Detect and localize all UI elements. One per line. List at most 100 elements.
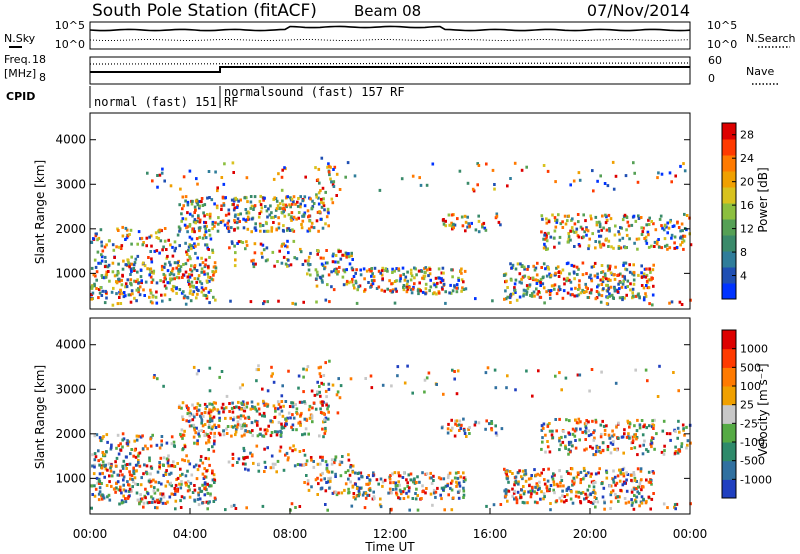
velocity-echo-cell	[247, 415, 250, 419]
velocity-echo-cell	[201, 424, 205, 428]
velocity-echo-cell	[279, 429, 282, 433]
velocity-echo-cell	[271, 462, 275, 466]
power-echo-cell	[466, 181, 470, 185]
power-echo-cell	[91, 291, 95, 295]
power-echo-cell	[330, 197, 334, 201]
velocity-echo-cell	[312, 460, 315, 463]
power-echo-cell	[227, 212, 231, 216]
power-echo-cell	[259, 194, 262, 198]
power-echo-cell	[184, 262, 188, 266]
velocity-echo-cell	[316, 493, 319, 496]
velocity-echo-cell	[529, 495, 533, 499]
velocity-echo-cell	[195, 412, 199, 416]
velocity-echo-cell	[98, 480, 102, 484]
power-echo-cell	[155, 290, 158, 294]
power-echo-cell	[107, 270, 110, 273]
velocity-echo-cell	[180, 428, 184, 432]
power-echo-cell	[545, 217, 548, 221]
power-echo-cell	[344, 175, 347, 179]
velocity-echo-cell	[425, 376, 429, 380]
power-echo-cell	[572, 270, 576, 274]
power-echo-cell	[665, 243, 669, 247]
velocity-echo-cell	[204, 433, 208, 437]
power-echo-cell	[176, 261, 179, 265]
colorbar-tick-label: 100	[740, 380, 761, 393]
velocity-echo-cell	[277, 420, 281, 424]
velocity-echo-cell	[573, 429, 577, 433]
velocity-echo-cell	[569, 497, 573, 501]
velocity-echo-cell	[650, 482, 653, 486]
velocity-echo-cell	[542, 497, 545, 501]
power-echo-cell	[265, 222, 268, 226]
velocity-echo-cell	[540, 428, 544, 432]
power-echo-cell	[670, 180, 673, 184]
velocity-echo-cell	[319, 462, 322, 466]
velocity-echo-cell	[257, 407, 261, 411]
power-echo-cell	[555, 292, 559, 296]
power-echo-cell	[682, 247, 685, 251]
velocity-echo-cell	[391, 472, 394, 476]
velocity-echo-cell	[124, 489, 128, 493]
velocity-echo-cell	[180, 406, 183, 410]
velocity-echo-cell	[623, 497, 627, 500]
power-echo-cell	[573, 222, 577, 226]
power-echo-cell	[233, 264, 237, 268]
power-echo-cell	[236, 226, 240, 230]
velocity-echo-cell	[102, 452, 106, 456]
power-echo-cell	[138, 285, 142, 289]
power-echo-cell	[338, 265, 341, 269]
power-echo-cell	[129, 300, 133, 304]
power-echo-cell	[585, 233, 588, 237]
power-echo-cell	[326, 283, 329, 287]
velocity-echo-cell	[186, 469, 189, 473]
velocity-echo-cell	[499, 503, 503, 506]
velocity-echo-cell	[634, 433, 637, 437]
power-echo-cell	[195, 177, 198, 181]
velocity-echo-cell	[589, 433, 593, 437]
power-echo-cell	[367, 281, 370, 284]
velocity-colorbar-label: Velocity [m s⁻¹]	[756, 363, 770, 456]
velocity-echo-cell	[647, 480, 651, 484]
velocity-echo-cell	[306, 479, 310, 483]
velocity-echo-cell	[321, 427, 324, 431]
power-echo-cell	[215, 204, 219, 208]
velocity-echo-cell	[677, 419, 680, 423]
power-echo-cell	[202, 288, 205, 292]
power-echo-cell	[94, 265, 98, 269]
velocity-echo-cell	[180, 495, 184, 499]
cpid-segment-1: normal (fast) 151 RF	[94, 95, 239, 109]
velocity-echo-cell	[148, 501, 151, 504]
power-echo-cell	[100, 253, 103, 257]
power-echo-cell	[531, 276, 535, 280]
power-echo-cell	[682, 234, 685, 238]
velocity-echo-cell	[187, 459, 190, 463]
power-echo-cell	[563, 282, 566, 286]
power-echo-cell	[599, 278, 603, 282]
velocity-echo-cell	[484, 427, 487, 431]
power-echo-cell	[429, 285, 433, 289]
power-echo-cell	[130, 242, 133, 246]
velocity-echo-cell	[93, 463, 96, 467]
velocity-echo-cell	[281, 384, 284, 388]
power-echo-cell	[631, 287, 635, 291]
velocity-echo-cell	[599, 435, 603, 439]
power-echo-cell	[600, 283, 604, 286]
power-echo-cell	[530, 294, 534, 298]
power-echo-cell	[520, 277, 523, 281]
power-echo-cell	[583, 291, 586, 294]
velocity-echo-cell	[230, 504, 233, 508]
velocity-echo-cell	[525, 369, 528, 373]
velocity-echo-cell	[324, 389, 328, 393]
velocity-echo-cell	[605, 424, 608, 428]
velocity-echo-cell	[636, 490, 639, 494]
power-echo-cell	[92, 273, 96, 277]
velocity-echo-cell	[396, 484, 399, 487]
power-echo-cell	[302, 213, 306, 217]
velocity-echo-cell	[206, 491, 210, 495]
power-echo-cell	[511, 263, 515, 267]
velocity-echo-cell	[674, 450, 678, 453]
velocity-echo-cell	[579, 427, 582, 431]
velocity-echo-cell	[591, 419, 594, 423]
velocity-echo-cell	[552, 488, 555, 492]
power-echo-cell	[211, 270, 214, 274]
